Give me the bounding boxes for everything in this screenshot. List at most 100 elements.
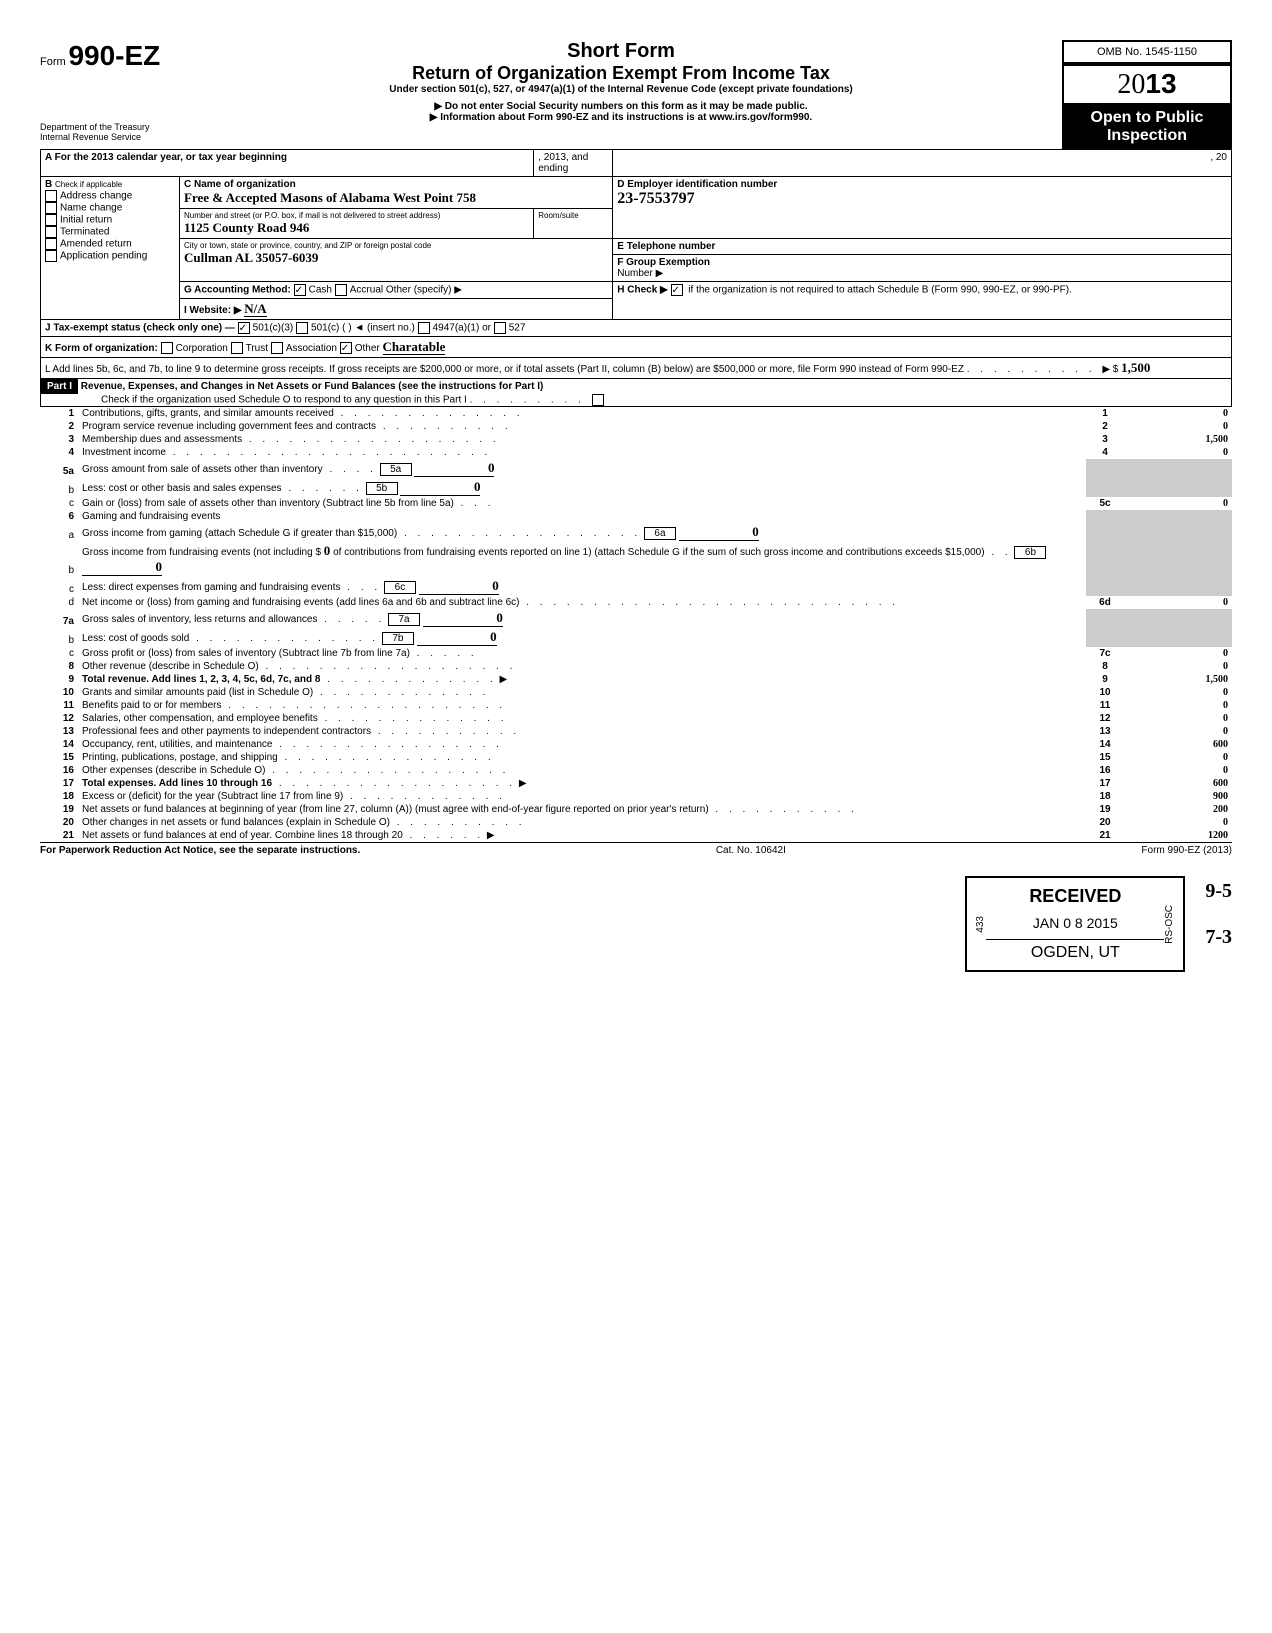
website: N/A (244, 301, 266, 317)
subtitle: Under section 501(c), 527, or 4947(a)(1)… (180, 84, 1062, 95)
check-corp[interactable] (161, 342, 173, 354)
check-initial-return[interactable] (45, 214, 57, 226)
line10-val: 0 (1124, 686, 1232, 699)
received-stamp: 433 RECEIVED JAN 0 8 2015 OGDEN, UT RS-O… (965, 876, 1185, 972)
section-f-number: Number ▶ (617, 268, 663, 279)
line12-val: 0 (1124, 712, 1232, 725)
line4-val: 0 (1124, 446, 1232, 459)
return-title: Return of Organization Exempt From Incom… (180, 63, 1062, 84)
omb-number: OMB No. 1545-1150 (1062, 40, 1232, 64)
check-application-pending[interactable] (45, 250, 57, 262)
check-schedule-o-part1[interactable] (592, 394, 604, 406)
stamp-rsosc: RS-OSC (1164, 905, 1175, 944)
inspection: Inspection (1072, 127, 1222, 145)
line2-val: 0 (1124, 420, 1232, 433)
form-number: 990-EZ (68, 40, 160, 71)
line5a-val: 0 (414, 460, 494, 477)
check-527[interactable] (494, 322, 506, 334)
part1-title: Revenue, Expenses, and Changes in Net As… (81, 381, 544, 392)
tax-year: 13 (1145, 68, 1176, 99)
check-address-change[interactable] (45, 190, 57, 202)
line18-val: 900 (1124, 790, 1232, 803)
dept-treasury: Department of the Treasury (40, 122, 180, 132)
line11-val: 0 (1124, 699, 1232, 712)
section-e-label: E Telephone number (617, 241, 715, 252)
line1-val: 0 (1124, 407, 1232, 420)
section-l-text: L Add lines 5b, 6c, and 7b, to line 9 to… (45, 364, 964, 375)
handwritten-marks: 9-57-3 (1205, 880, 1232, 949)
check-501c3[interactable] (238, 322, 250, 334)
line6b-val: 0 (82, 559, 162, 576)
part1-label: Part I (41, 379, 78, 394)
org-name: Free & Accepted Masons of Alabama West P… (184, 190, 608, 206)
city-label: City or town, state or province, country… (184, 241, 608, 250)
room-label: Room/suite (538, 211, 608, 220)
section-h-text: if the organization is not required to a… (688, 285, 1072, 296)
section-a-end: , 20 (1210, 152, 1227, 163)
line16-val: 0 (1124, 764, 1232, 777)
street-address: 1125 County Road 946 (184, 220, 529, 236)
line6a-val: 0 (679, 524, 759, 541)
line17-val: 600 (1124, 777, 1232, 790)
other-org-val: Charatable (383, 339, 446, 355)
check-other-org[interactable] (340, 342, 352, 354)
line5b-val: 0 (400, 479, 480, 496)
ein: 23-7553797 (617, 190, 1227, 208)
form-header: Form 990-EZ Department of the Treasury I… (40, 40, 1232, 149)
section-h-label: H Check ▶ (617, 285, 667, 296)
line21-val: 1200 (1124, 829, 1232, 842)
section-i-label: I Website: ▶ (184, 305, 242, 316)
line20-val: 0 (1124, 816, 1232, 829)
check-4947[interactable] (418, 322, 430, 334)
info-table: A For the 2013 calendar year, or tax yea… (40, 149, 1232, 379)
line6c-val: 0 (419, 578, 499, 595)
line13-val: 0 (1124, 725, 1232, 738)
line6d-val: 0 (1124, 596, 1232, 609)
section-g-label: G Accounting Method: (184, 285, 291, 296)
cat-no: Cat. No. 10642I (716, 845, 786, 856)
line5c-val: 0 (1124, 497, 1232, 510)
open-to-public: Open to Public (1072, 109, 1222, 127)
check-cash[interactable] (294, 284, 306, 296)
line14-val: 600 (1124, 738, 1232, 751)
stamp-433: 433 (975, 916, 986, 933)
stamp-date: JAN 0 8 2015 (986, 915, 1164, 931)
ssn-warning: Do not enter Social Security numbers on … (445, 101, 808, 112)
dept-irs: Internal Revenue Service (40, 132, 180, 142)
stamp-ogden: OGDEN, UT (986, 939, 1164, 962)
section-a-label: A For the 2013 calendar year, or tax yea… (45, 152, 287, 163)
part1-check-text: Check if the organization used Schedule … (101, 395, 467, 406)
line3-val: 1,500 (1124, 433, 1232, 446)
info-link: Information about Form 990-EZ and its in… (440, 112, 812, 123)
check-amended[interactable] (45, 238, 57, 250)
city-state-zip: Cullman AL 35057-6039 (184, 250, 608, 266)
addr-label: Number and street (or P.O. box, if mail … (184, 211, 529, 220)
section-a-mid: , 2013, and ending (538, 152, 588, 174)
section-j-label: J Tax-exempt status (check only one) — (45, 323, 235, 334)
section-c-label: C Name of organization (184, 179, 608, 190)
line9-val: 1,500 (1124, 673, 1232, 686)
check-name-change[interactable] (45, 202, 57, 214)
lines-table: 1Contributions, gifts, grants, and simil… (40, 407, 1232, 842)
form-footer: Form 990-EZ (2013) (1141, 845, 1232, 856)
line7a-val: 0 (423, 610, 503, 627)
check-accrual[interactable] (335, 284, 347, 296)
line7c-val: 0 (1124, 647, 1232, 660)
paperwork-notice: For Paperwork Reduction Act Notice, see … (40, 845, 360, 856)
form-prefix: Form (40, 56, 66, 68)
check-assoc[interactable] (271, 342, 283, 354)
line8-val: 0 (1124, 660, 1232, 673)
check-501c[interactable] (296, 322, 308, 334)
gross-receipts: 1,500 (1121, 360, 1150, 375)
check-trust[interactable] (231, 342, 243, 354)
section-d-label: D Employer identification number (617, 179, 1227, 190)
section-k-label: K Form of organization: (45, 343, 158, 354)
section-f-label: F Group Exemption (617, 257, 710, 268)
line15-val: 0 (1124, 751, 1232, 764)
check-schedule-b[interactable] (671, 284, 683, 296)
stamp-received: RECEIVED (986, 886, 1164, 907)
short-form-title: Short Form (180, 40, 1062, 63)
line7b-val: 0 (417, 629, 497, 646)
check-terminated[interactable] (45, 226, 57, 238)
line19-val: 200 (1124, 803, 1232, 816)
